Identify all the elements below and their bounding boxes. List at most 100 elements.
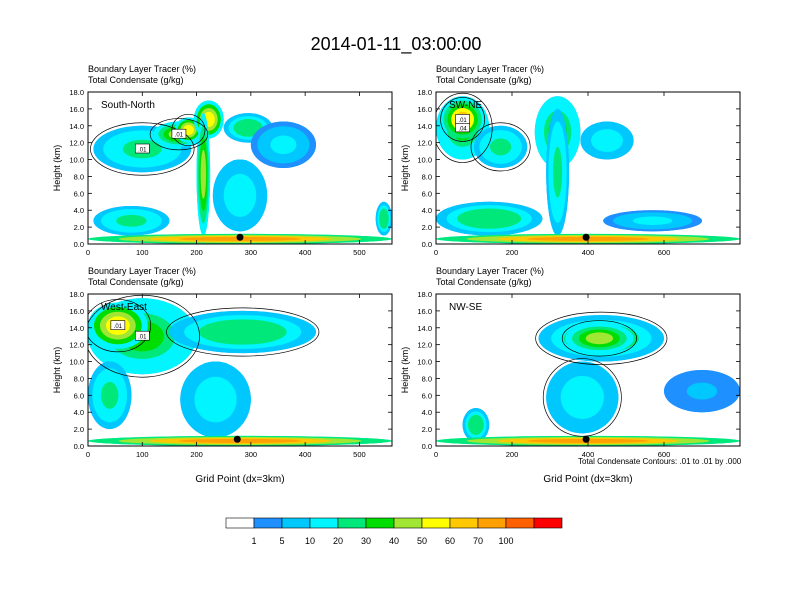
panel-name: SW-NE [449, 100, 482, 111]
tracer-level [270, 135, 297, 155]
condensate-contour [470, 122, 531, 172]
y-tick-label: 18.0 [417, 88, 432, 97]
y-tick-label: 14.0 [417, 324, 432, 333]
x-tick-label: 300 [245, 248, 258, 257]
y-tick-label: 12.0 [69, 139, 84, 148]
panel-title-condensate: Total Condensate (g/kg) [436, 277, 532, 287]
tracer-level [229, 181, 251, 210]
surface-marker [233, 435, 241, 443]
y-tick-label: 18.0 [417, 290, 432, 299]
contour-footnote: Total Condensate Contours: .01 to .01 by… [578, 457, 742, 466]
x-tick-label: 100 [136, 248, 149, 257]
y-tick-label: 16.0 [417, 307, 432, 316]
tracer-level [116, 214, 147, 227]
panel-title-condensate: Total Condensate (g/kg) [88, 277, 184, 287]
condensate-contour [149, 118, 209, 151]
surface-marker [582, 233, 590, 241]
tracer-level [686, 382, 718, 400]
y-tick-label: 6.0 [422, 391, 432, 400]
panel-nw-se: 0.0 2.0 4.0 6.0 8.0 10.0 12.0 14.0 16.0 18.0 0 200 4… [400, 266, 741, 485]
colorbar-swatch [253, 517, 283, 529]
panel-west-east: .01 .01 0.0 2.0 4.0 6.0 8.0 10.0 12.0 14.0 16.0 18.… [52, 266, 393, 485]
contour-label: .01 [114, 324, 123, 330]
y-axis-label: Height (km) [400, 145, 410, 192]
colorbar-swatch [449, 517, 479, 529]
surface-marker [582, 435, 590, 443]
y-tick-label: 6.0 [74, 189, 84, 198]
condensate-contour [90, 122, 195, 176]
x-tick-label: 300 [245, 450, 258, 459]
tracer-level [567, 383, 597, 412]
contour-label: .04 [458, 126, 467, 132]
y-tick-label: 2.0 [422, 425, 432, 434]
colorbar-label: 40 [389, 536, 399, 546]
y-tick-label: 8.0 [422, 374, 432, 383]
y-tick-label: 10.0 [417, 156, 432, 165]
contour-label: .01 [458, 118, 467, 124]
tracer-level [238, 121, 258, 134]
contour-label-box [134, 330, 150, 341]
y-tick-label: 16.0 [69, 105, 84, 114]
panel-title-condensate: Total Condensate (g/kg) [88, 75, 184, 85]
panel-name: West-East [101, 302, 147, 313]
y-tick-label: 2.0 [74, 425, 84, 434]
contour-label: .01 [138, 335, 147, 341]
y-tick-label: 14.0 [69, 324, 84, 333]
y-tick-label: 4.0 [422, 206, 432, 215]
colorbar-label: 60 [445, 536, 455, 546]
condensate-contour [88, 299, 152, 353]
colorbar-swatch [533, 517, 563, 529]
figure-title: 2014-01-11_03:00:00 [311, 34, 482, 55]
colorbar-label: 50 [417, 536, 427, 546]
x-tick-label: 200 [190, 248, 203, 257]
y-tick-label: 10.0 [69, 156, 84, 165]
colorbar-label: 100 [498, 536, 513, 546]
x-tick-label: 400 [582, 248, 595, 257]
condensate-contour [440, 97, 485, 142]
condensate-contour [436, 92, 493, 163]
panel-name: South-North [101, 100, 155, 111]
colorbar-swatch [505, 517, 535, 529]
tracer-field [88, 100, 392, 244]
y-tick-label: 8.0 [74, 374, 84, 383]
x-tick-label: 0 [434, 248, 438, 257]
x-tick-label: 400 [299, 450, 312, 459]
tracer-level [596, 132, 618, 149]
tracer-level [101, 381, 119, 409]
y-tick-label: 0.0 [74, 442, 84, 451]
y-axis-label: Height (km) [400, 347, 410, 394]
tracer-level [470, 418, 482, 432]
y-axis-label: Height (km) [52, 145, 62, 192]
tracer-level [467, 211, 511, 226]
tracer-level [200, 149, 207, 199]
panel-title-condensate: Total Condensate (g/kg) [436, 75, 532, 85]
contour-label-box [134, 143, 150, 154]
x-axis-label: Grid Point (dx=3km) [195, 474, 284, 485]
y-tick-label: 10.0 [69, 358, 84, 367]
y-tick-label: 16.0 [417, 105, 432, 114]
colorbar-swatch [365, 517, 395, 529]
y-tick-label: 12.0 [69, 341, 84, 350]
colorbar-label: 10 [305, 536, 315, 546]
y-tick-label: 14.0 [69, 122, 84, 131]
condensate-contour [166, 307, 320, 357]
colorbar-label: 30 [361, 536, 371, 546]
y-tick-label: 10.0 [417, 358, 432, 367]
panel-title-tracer: Boundary Layer Tracer (%) [88, 64, 196, 74]
y-tick-label: 14.0 [417, 122, 432, 131]
x-tick-label: 500 [353, 450, 366, 459]
contour-label-box [110, 320, 126, 330]
colorbar-label: 5 [279, 536, 284, 546]
y-tick-label: 4.0 [422, 408, 432, 417]
panel-title-tracer: Boundary Layer Tracer (%) [436, 266, 544, 276]
y-tick-label: 18.0 [69, 290, 84, 299]
colorbar: 1 5 10 20 30 40 50 60 70 100 [225, 517, 563, 546]
x-tick-label: 0 [86, 248, 90, 257]
tracer-level [585, 332, 614, 345]
plot-frame [87, 91, 393, 245]
contour-label: .01 [138, 148, 147, 154]
surface-marker [236, 233, 244, 241]
tracer-level [489, 138, 512, 156]
x-tick-label: 0 [434, 450, 438, 459]
tracer-level [632, 216, 673, 225]
